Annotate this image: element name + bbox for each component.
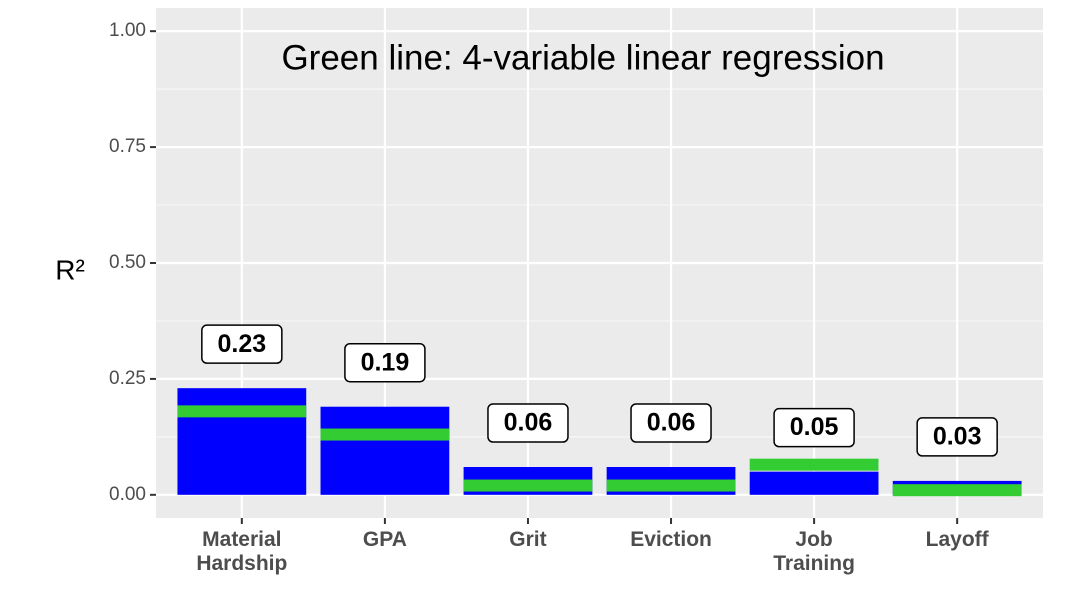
x-tick-label: Eviction xyxy=(630,528,712,551)
value-label-box xyxy=(201,324,283,364)
regression-line xyxy=(463,479,593,492)
x-tick-label: GPA xyxy=(362,528,407,551)
x-tick-label: Job Training xyxy=(773,528,855,575)
value-label: 0.03 xyxy=(933,423,982,451)
x-tick-label: Grit xyxy=(509,528,547,551)
value-label-box xyxy=(630,403,712,443)
regression-line xyxy=(749,458,879,471)
annotation: Green line: 4-variable linear regression xyxy=(281,38,884,77)
value-label-box xyxy=(487,403,569,443)
value-label: 0.06 xyxy=(504,409,553,437)
bar xyxy=(177,388,307,495)
value-label-box xyxy=(773,407,855,448)
y-tick-label: 0.00 xyxy=(109,484,146,505)
y-tick-label: 0.50 xyxy=(109,252,146,273)
value-label: 0.23 xyxy=(218,330,267,358)
regression-line xyxy=(892,484,1022,497)
y-tick-label: 0.25 xyxy=(109,368,146,389)
y-tick-label: 0.75 xyxy=(109,136,146,157)
value-label: 0.05 xyxy=(790,413,839,441)
value-label: 0.06 xyxy=(647,409,696,437)
value-label-box xyxy=(344,342,426,383)
regression-line xyxy=(320,428,450,441)
value-label: 0.19 xyxy=(361,348,410,376)
x-tick-label: Material Hardship xyxy=(196,528,288,575)
regression-line xyxy=(177,405,307,418)
value-label-box xyxy=(916,417,998,457)
bar xyxy=(320,406,450,495)
bar xyxy=(749,471,879,495)
y-tick-label: 1.00 xyxy=(109,20,146,41)
regression-line xyxy=(606,479,736,492)
x-tick-label: Layoff xyxy=(925,528,989,551)
y-axis-label: R² xyxy=(55,254,85,285)
